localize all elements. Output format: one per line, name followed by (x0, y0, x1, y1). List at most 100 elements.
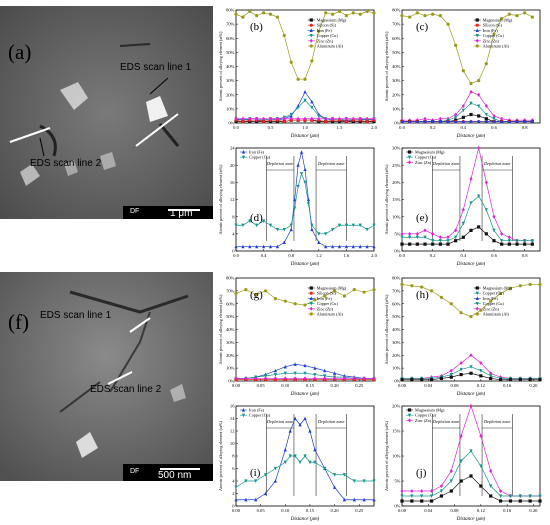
data-point (523, 242, 527, 246)
micrograph-a-label: (a) (8, 40, 32, 64)
data-point (303, 376, 307, 381)
legend-marker (309, 286, 313, 290)
data-point (461, 115, 465, 119)
y-tick-label: 20% (392, 180, 401, 185)
legend: Iron (Fe)Copper (Cu) (240, 408, 271, 418)
legend-label: Iron (Fe) (483, 28, 499, 33)
data-point (248, 9, 252, 14)
x-tick-label: 0.6 (491, 253, 497, 258)
data-point (303, 98, 307, 103)
depletion-zone-label: Depletion zone (483, 161, 511, 166)
data-point (530, 242, 534, 246)
data-point (283, 364, 287, 369)
legend-marker (309, 18, 313, 22)
data-point (323, 294, 327, 298)
data-point (372, 497, 376, 502)
data-point (234, 116, 238, 121)
data-point (400, 14, 404, 18)
legend-label: Zinc (Zn) (415, 160, 432, 165)
data-point (282, 240, 286, 245)
data-point (332, 376, 337, 381)
panel-label: (c) (416, 21, 429, 33)
data-point (446, 239, 450, 243)
y-axis-label: Atomic percent of alloying element (at%) (218, 294, 223, 364)
y-axis-label: Atomic percent of alloying element (at%) (384, 420, 389, 490)
data-point (423, 228, 427, 233)
data-point (415, 11, 419, 15)
data-point (344, 244, 348, 249)
data-point (498, 499, 503, 503)
series-line (402, 195, 533, 242)
data-point (299, 172, 304, 176)
scan-line-1-label: EDS scan line 1 (40, 310, 112, 321)
y-tick-label: 12 (230, 197, 235, 202)
y-tick-label: 10% (392, 366, 401, 371)
y-tick-label: 10% (392, 106, 401, 111)
y-tick-label: 20% (392, 353, 401, 358)
data-point (508, 494, 513, 498)
data-point (248, 116, 252, 121)
data-point (263, 376, 268, 381)
data-point (303, 116, 307, 121)
legend-marker (475, 34, 479, 38)
depletion-zone-label: Depletion zone (432, 419, 460, 424)
data-point (293, 416, 297, 421)
data-point (523, 11, 527, 15)
legend-label: Magnesium (Mg) (317, 18, 347, 23)
data-point (469, 315, 473, 319)
data-point (262, 11, 266, 15)
y-tick-label: 20% (392, 92, 401, 97)
data-point (313, 298, 317, 302)
y-tick-label: 60% (392, 301, 401, 306)
data-point (323, 368, 327, 373)
data-point (303, 167, 307, 172)
data-point (282, 33, 286, 38)
data-point (507, 119, 511, 124)
data-point (508, 286, 513, 290)
data-point (459, 479, 463, 483)
legend-label: Copper (Cu) (317, 33, 339, 38)
data-point (492, 239, 496, 243)
x-tick-label: 1.2 (316, 253, 322, 258)
data-point (507, 12, 511, 16)
y-tick-label: 80% (392, 276, 401, 281)
micrograph-a: (a) EDS scan line 1 EDS scan line 2 DF 1… (0, 6, 213, 219)
chart-g: 0% 10% 20% 30% 40% 50% 60% 70% 80% 0.00 0.05 0.10 0.… (218, 272, 378, 397)
x-tick-label: 0.8 (522, 253, 528, 258)
y-tick-label: 30% (226, 340, 235, 345)
legend-label: Iron (Fe) (317, 296, 333, 301)
x-tick-label: 0.2 (430, 125, 436, 130)
data-point (400, 378, 404, 382)
data-point (283, 460, 287, 465)
data-point (323, 376, 327, 381)
x-tick-label: 2.0 (371, 125, 377, 130)
data-point (431, 239, 435, 243)
data-point (310, 59, 314, 63)
data-point (303, 371, 307, 376)
y-tick-label: 80% (226, 8, 235, 13)
x-tick-label: 1.6 (344, 253, 350, 258)
chart-b-svg: 0% 10% 20% 30% 40% 50% 60% 70% 80% 0.0 0.5 1.0 1.5 2.… (218, 8, 378, 139)
data-point (362, 290, 366, 294)
data-point (461, 108, 465, 113)
x-tick-label: 1.0 (302, 125, 308, 130)
data-point (324, 244, 328, 249)
x-tick-label: 0.10 (281, 508, 290, 513)
data-point (449, 375, 453, 379)
y-tick-label: 24 (230, 146, 235, 151)
data-point (408, 242, 412, 246)
plot-frame (401, 277, 541, 382)
y-tick-label: 0 (232, 504, 235, 509)
data-point (263, 374, 268, 378)
micrograph-f-label: (f) (8, 310, 29, 334)
data-point (372, 376, 376, 381)
legend-marker (407, 418, 412, 423)
data-point (449, 372, 453, 377)
data-point (234, 244, 238, 249)
y-tick-label: 50% (392, 50, 401, 55)
data-point (337, 244, 342, 249)
data-point (528, 378, 532, 382)
legend-label: Aluminum (Al) (483, 312, 510, 317)
data-point (489, 469, 493, 473)
legend-marker (309, 296, 313, 300)
